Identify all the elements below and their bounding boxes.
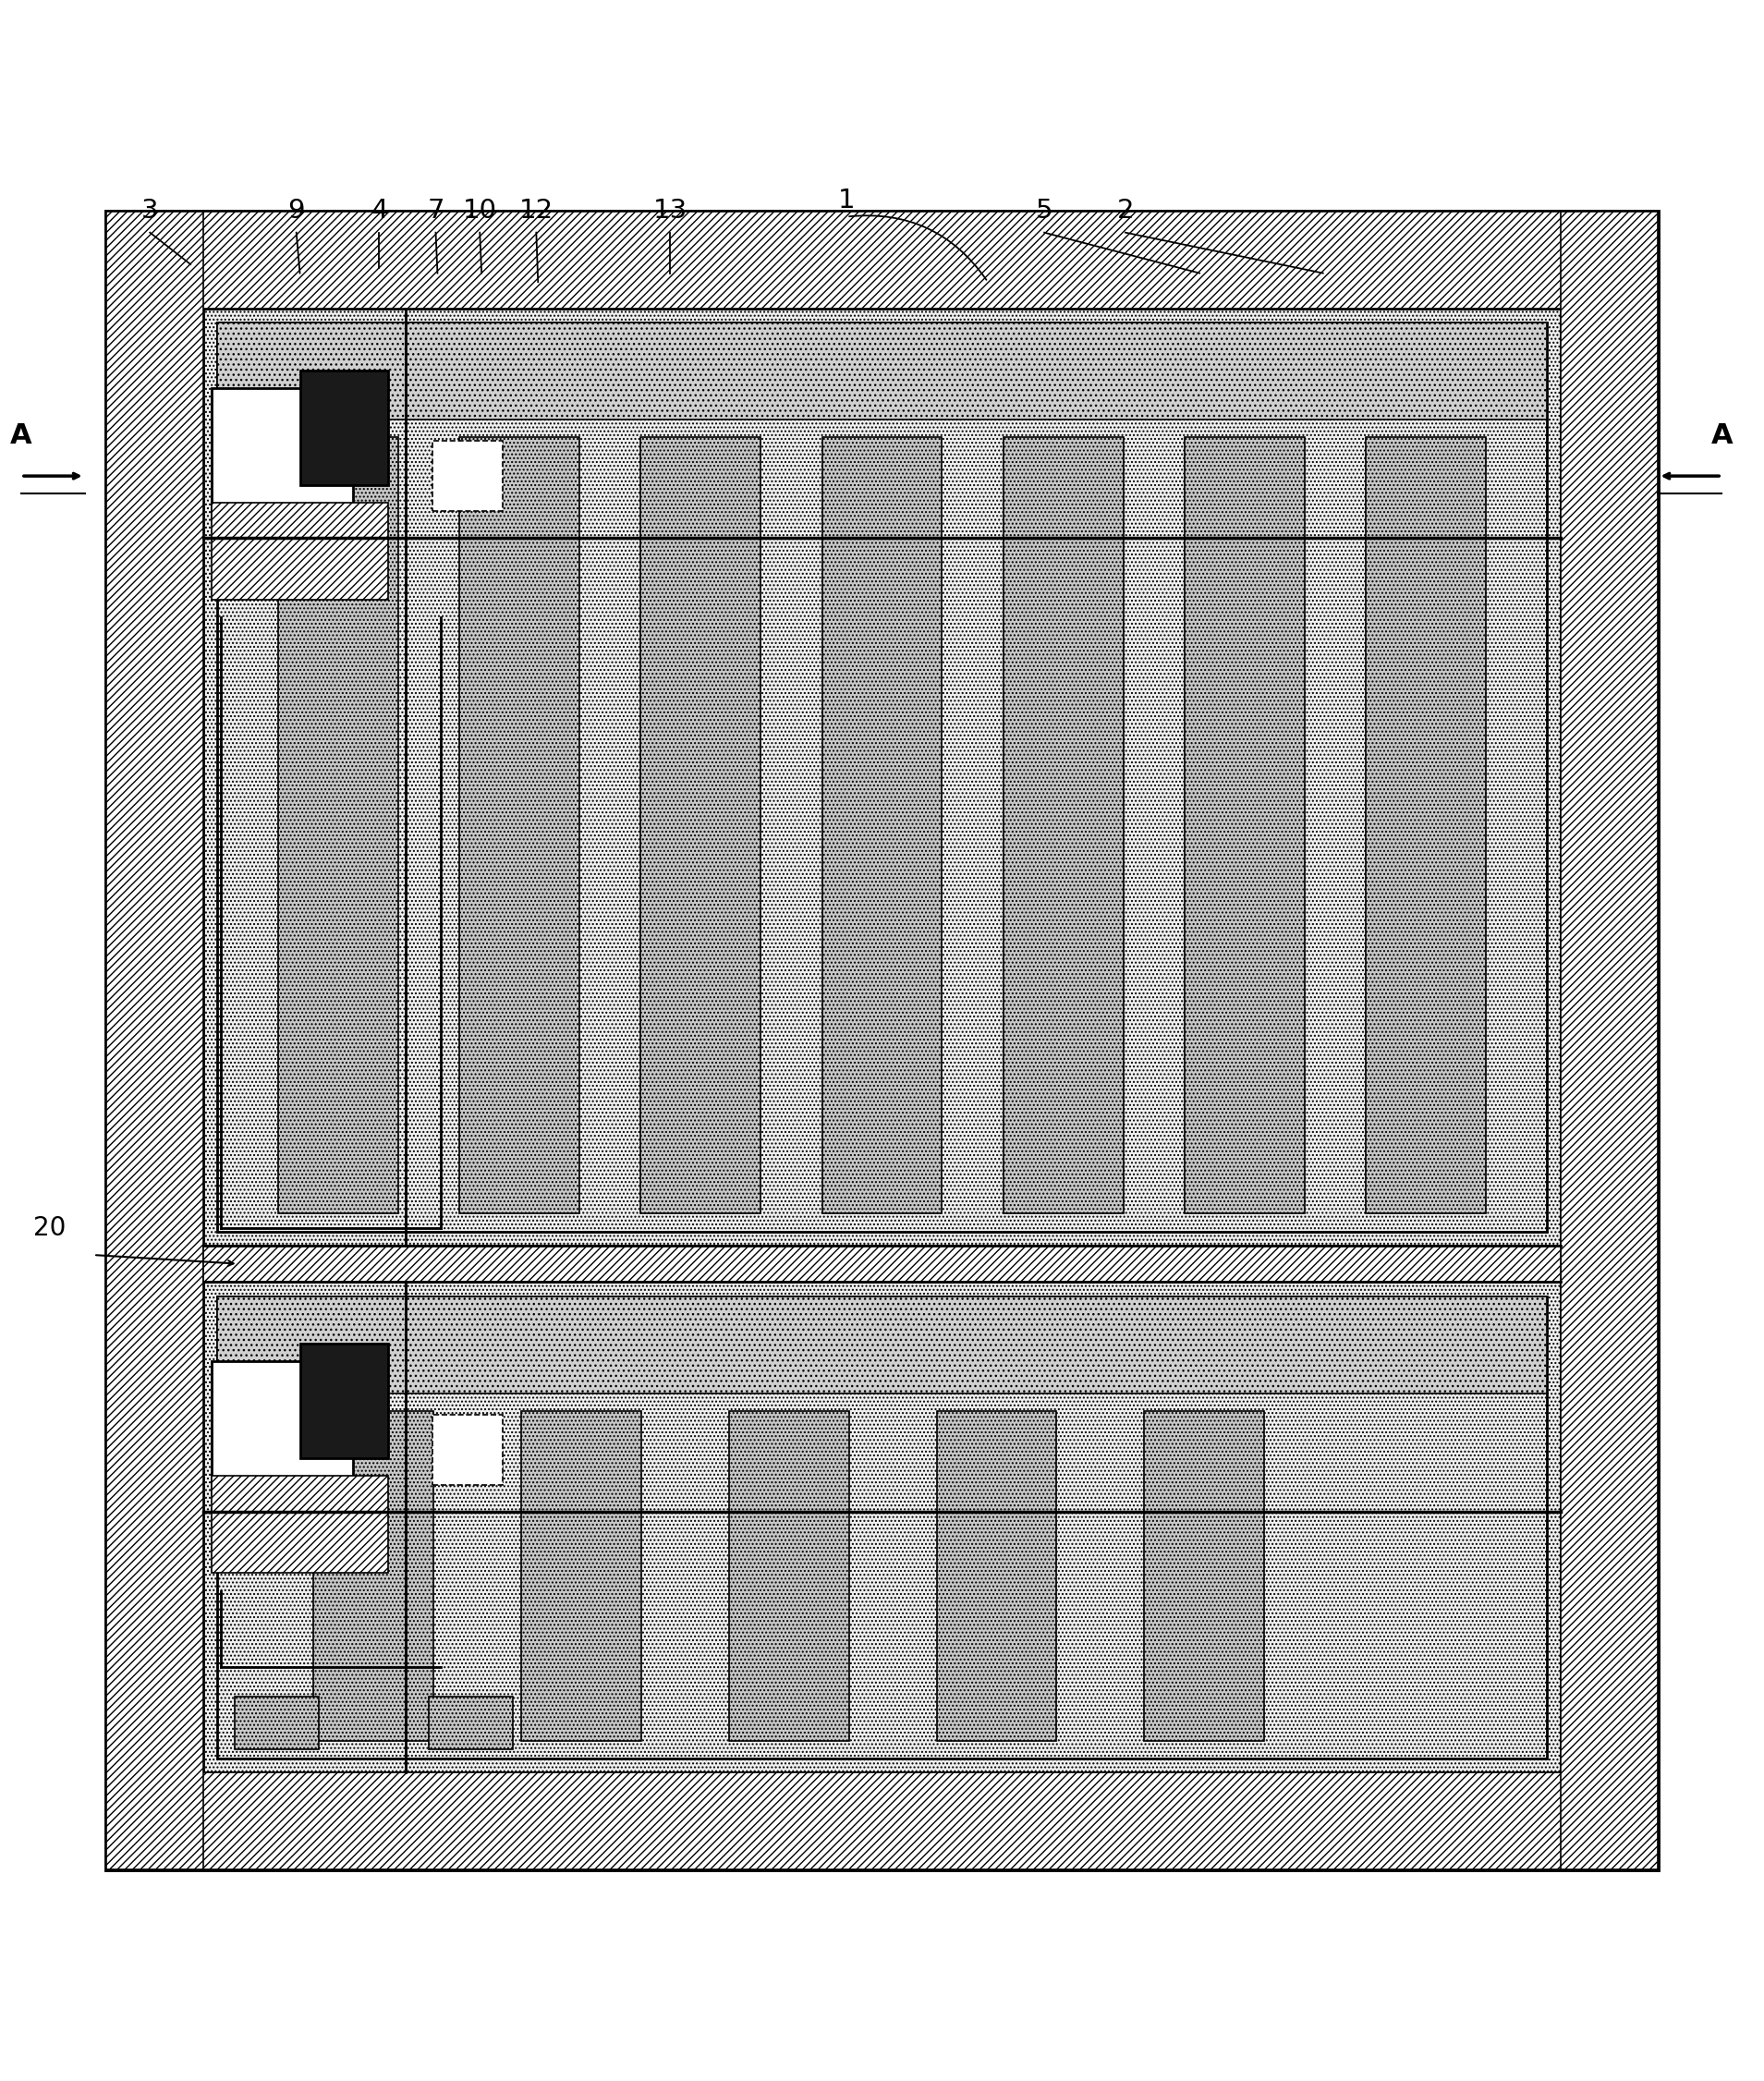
Bar	[106, 212, 1658, 308]
Bar	[106, 1773, 1658, 1869]
Bar	[203, 308, 1561, 1247]
Text: 10: 10	[462, 198, 497, 225]
Text: 5: 5	[1035, 198, 1053, 225]
Bar	[1004, 437, 1124, 1213]
Text: 4: 4	[370, 198, 388, 225]
Text: A: A	[1711, 422, 1732, 449]
Bar	[217, 323, 1547, 420]
Bar	[429, 1696, 513, 1750]
Bar	[300, 1344, 388, 1459]
Bar	[432, 441, 503, 512]
Bar	[212, 1475, 388, 1573]
Bar	[203, 1247, 1561, 1282]
Bar	[640, 437, 760, 1213]
Text: 9: 9	[288, 198, 305, 225]
Bar	[217, 323, 1547, 1232]
Bar	[217, 1296, 1547, 1758]
Bar	[314, 1411, 434, 1742]
Bar	[1365, 437, 1485, 1213]
Text: 1: 1	[838, 187, 856, 212]
Bar	[106, 212, 203, 1869]
Text: 20: 20	[34, 1215, 65, 1242]
Text: 3: 3	[141, 198, 159, 225]
Bar	[212, 1361, 353, 1494]
Bar	[937, 1411, 1057, 1742]
Bar	[300, 370, 388, 485]
Text: 7: 7	[427, 198, 445, 225]
Bar	[1185, 437, 1305, 1213]
Bar	[822, 437, 942, 1213]
Text: 2: 2	[1117, 198, 1134, 225]
Text: 13: 13	[653, 198, 688, 225]
Text: 12: 12	[519, 198, 554, 225]
Bar	[1145, 1411, 1265, 1742]
Bar	[203, 1282, 1561, 1773]
Bar	[212, 502, 388, 599]
Bar	[1561, 212, 1658, 1869]
Bar	[729, 1411, 848, 1742]
Bar	[279, 437, 399, 1213]
Bar	[522, 1411, 642, 1742]
Bar	[212, 387, 353, 520]
Bar	[432, 1415, 503, 1486]
Bar	[459, 437, 579, 1213]
Bar	[235, 1696, 319, 1750]
Text: A: A	[11, 422, 32, 449]
Bar	[217, 1296, 1547, 1392]
Bar	[106, 212, 1658, 1869]
